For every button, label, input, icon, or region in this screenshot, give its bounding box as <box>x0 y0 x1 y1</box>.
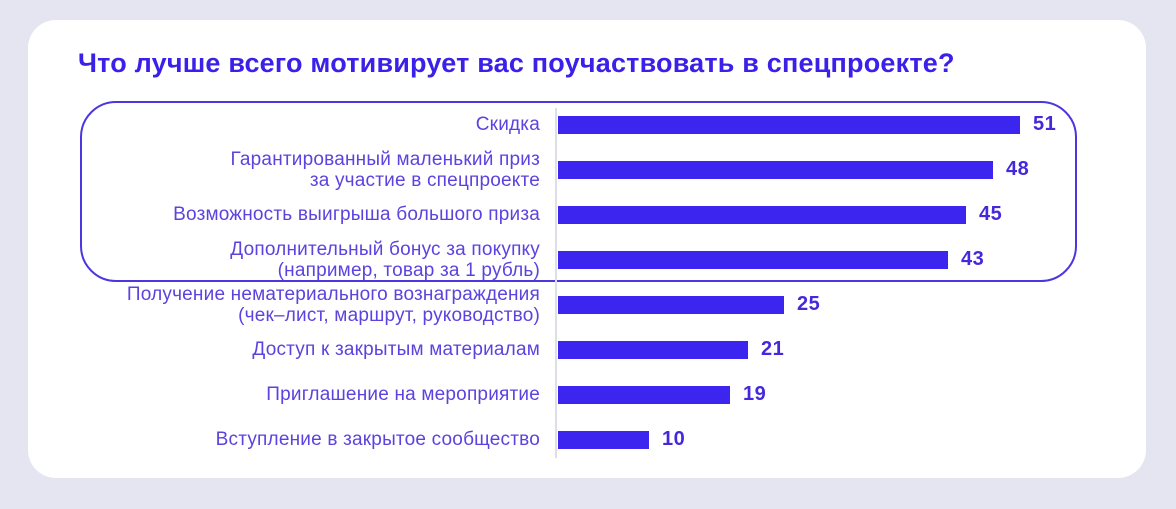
category-label: Вступление в закрытое сообщество <box>215 429 540 450</box>
category-label: Приглашение на мероприятие <box>266 384 540 405</box>
chart-rows: Скидка 51 Гарантированный маленький приз… <box>28 102 1146 462</box>
category-label: Скидка <box>475 114 540 135</box>
bar-area: 21 <box>558 338 1146 361</box>
bar <box>558 115 1020 134</box>
value-label: 21 <box>761 338 785 360</box>
bar-area: 25 <box>558 293 1146 316</box>
bar-row: Доступ к закрытым материалам 21 <box>28 327 1146 372</box>
bar-row: Гарантированный маленький приз за участи… <box>28 147 1146 192</box>
bar-row: Приглашение на мероприятие 19 <box>28 372 1146 417</box>
bar-row: Возможность выигрыша большого приза 45 <box>28 192 1146 237</box>
bar <box>558 250 948 269</box>
value-label: 10 <box>662 428 686 450</box>
bar <box>558 295 784 314</box>
chart-title: Что лучше всего мотивирует вас поучаство… <box>78 48 955 78</box>
bar-area: 48 <box>558 158 1146 181</box>
y-axis-line <box>555 108 557 458</box>
value-label: 43 <box>961 248 985 270</box>
value-label: 25 <box>797 293 821 315</box>
bar-row: Вступление в закрытое сообщество 10 <box>28 417 1146 462</box>
value-label: 45 <box>979 203 1003 225</box>
bar-chart: Скидка 51 Гарантированный маленький приз… <box>28 102 1146 462</box>
bar <box>558 205 966 224</box>
bar-area: 19 <box>558 383 1146 406</box>
bar-area: 51 <box>558 113 1146 136</box>
bar-area: 43 <box>558 248 1146 271</box>
bar <box>558 340 748 359</box>
bar-row: Скидка 51 <box>28 102 1146 147</box>
category-label: Гарантированный маленький приз за участи… <box>230 148 540 191</box>
category-label: Дополнительный бонус за покупку (наприме… <box>230 238 540 281</box>
bar-row: Дополнительный бонус за покупку (наприме… <box>28 237 1146 282</box>
value-label: 48 <box>1006 158 1030 180</box>
value-label: 19 <box>743 383 767 405</box>
bar-area: 10 <box>558 428 1146 451</box>
bar-area: 45 <box>558 203 1146 226</box>
chart-card: Что лучше всего мотивирует вас поучаство… <box>28 20 1146 478</box>
category-label: Получение нематериального вознаграждения… <box>126 283 540 326</box>
bar <box>558 430 649 449</box>
bar <box>558 385 730 404</box>
bar-row: Получение нематериального вознаграждения… <box>28 282 1146 327</box>
category-label: Доступ к закрытым материалам <box>252 339 540 360</box>
value-label: 51 <box>1033 113 1057 135</box>
category-label: Возможность выигрыша большого приза <box>173 204 540 225</box>
bar <box>558 160 993 179</box>
